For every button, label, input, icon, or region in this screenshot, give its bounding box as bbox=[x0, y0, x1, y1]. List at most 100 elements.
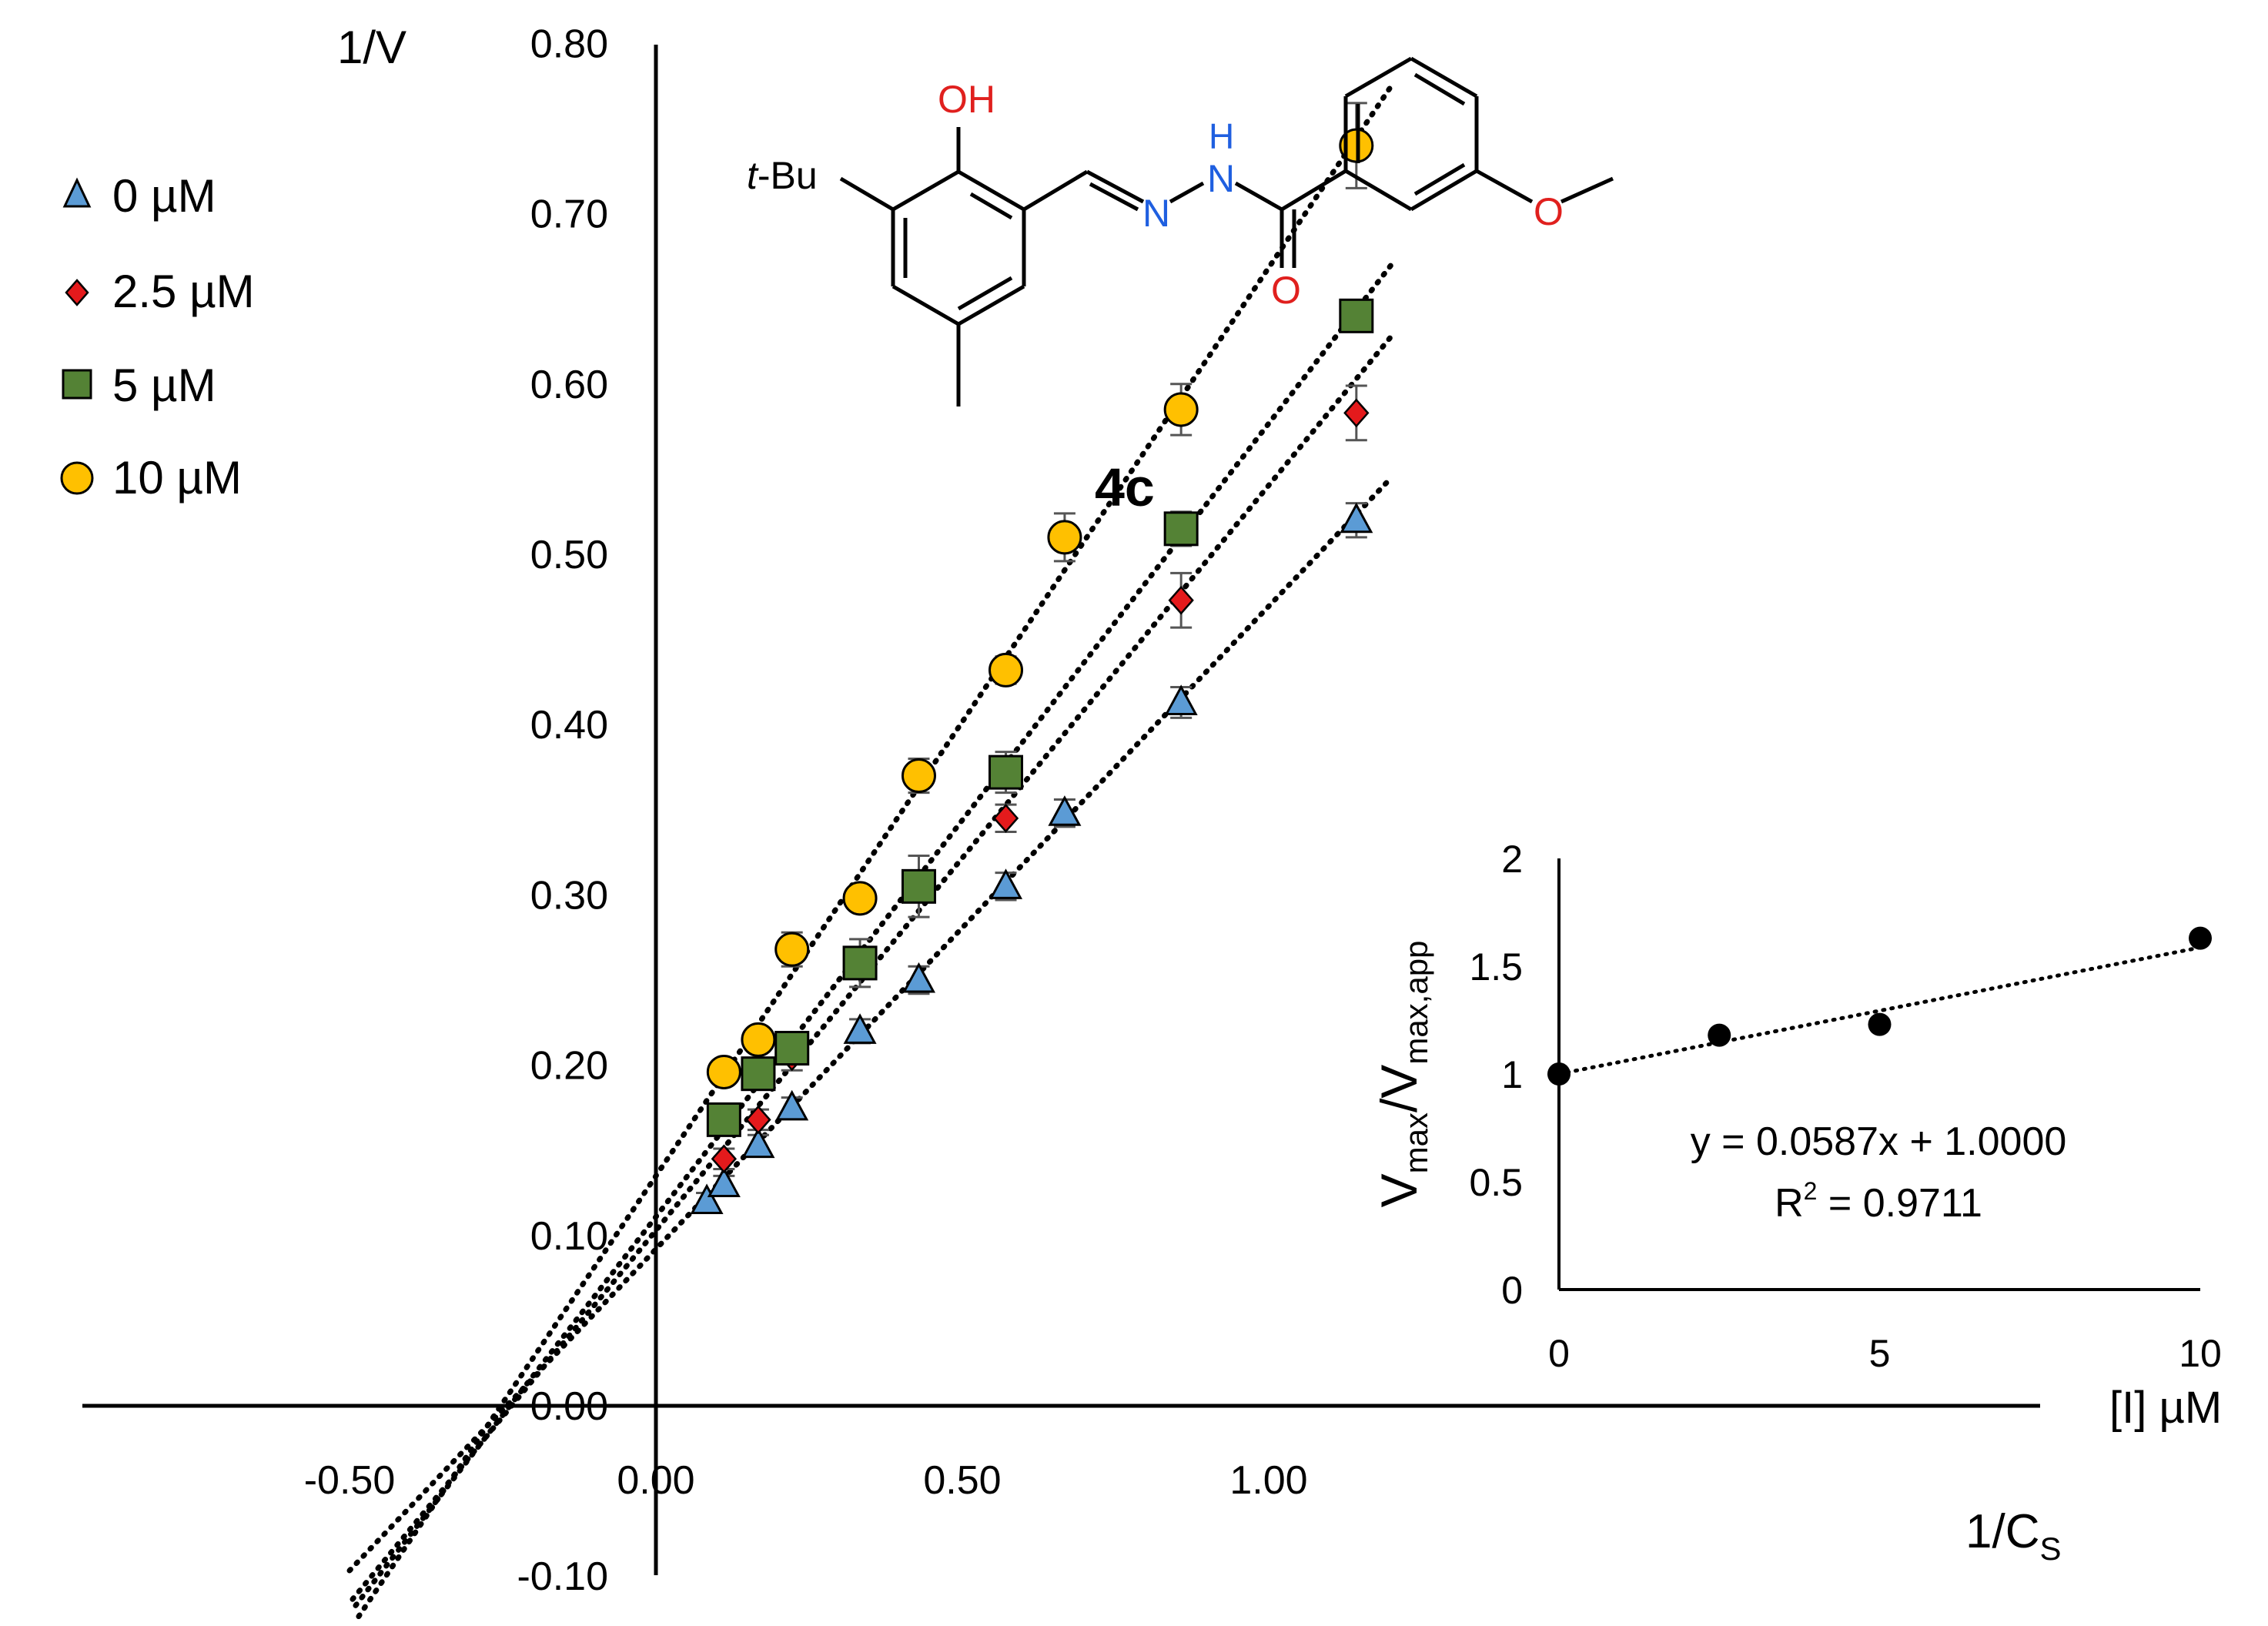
inset-data-point bbox=[1708, 1023, 1731, 1047]
oh-label: OH bbox=[938, 78, 995, 121]
data-point-0-m bbox=[1340, 502, 1373, 539]
marker-circle bbox=[988, 652, 1024, 688]
legend: 0 µM 2.5 µM 5 µM 10 µM bbox=[60, 170, 255, 504]
anisole-ring bbox=[1343, 56, 1479, 212]
marker-triangle bbox=[690, 1183, 724, 1215]
data-point-10-m bbox=[1047, 512, 1082, 563]
y-tick-label: 0.30 bbox=[530, 873, 608, 918]
data-point-5-m bbox=[842, 938, 878, 989]
data-point-5-m bbox=[774, 1030, 810, 1066]
data-point-10-m bbox=[774, 931, 810, 968]
inset-r-squared: R2 = 0.9711 bbox=[1775, 1177, 1982, 1226]
y-tick-label: 0.10 bbox=[530, 1214, 608, 1259]
marker-square bbox=[774, 1030, 810, 1066]
inset-x-tick-label: 0 bbox=[1548, 1332, 1570, 1375]
data-point-2-5-m bbox=[1343, 384, 1370, 442]
data-point-5-m bbox=[1339, 298, 1374, 333]
marker-circle bbox=[1047, 520, 1082, 555]
y-tick-label: -0.10 bbox=[517, 1554, 608, 1599]
data-point-2-5-m bbox=[992, 803, 1019, 834]
marker-circle bbox=[901, 758, 936, 794]
marker-square bbox=[1339, 298, 1374, 333]
inset-x-tick-label: 10 bbox=[2179, 1332, 2222, 1375]
inset-data-point bbox=[2189, 926, 2212, 950]
ch-bond bbox=[1022, 169, 1089, 212]
marker-triangle bbox=[902, 962, 936, 993]
tbu-bond bbox=[839, 176, 895, 212]
marker-diamond bbox=[745, 1105, 771, 1135]
legend-item-2-5uM: 2.5 µM bbox=[65, 266, 255, 317]
legend-marker-circle bbox=[60, 461, 94, 495]
marker-circle bbox=[774, 932, 810, 967]
inset-trend-line bbox=[1557, 945, 2203, 1076]
data-point-5-m bbox=[901, 855, 936, 918]
inset-data-point bbox=[1547, 1062, 1571, 1086]
marker-square bbox=[741, 1056, 776, 1092]
x-axis-title: 1/CS bbox=[1965, 1505, 2062, 1567]
data-point-0-m bbox=[1164, 684, 1198, 719]
hydrazone-nh-label: N bbox=[1207, 157, 1235, 200]
fit-line-10-m bbox=[356, 83, 1394, 1620]
y-tick-label: 0.70 bbox=[530, 192, 608, 237]
marker-circle bbox=[741, 1022, 776, 1057]
marker-diamond bbox=[711, 1144, 738, 1174]
y-tick-label: 0.40 bbox=[530, 703, 608, 748]
inset-y-tick-label: 0 bbox=[1501, 1269, 1523, 1312]
legend-marker-diamond bbox=[65, 279, 89, 306]
data-point-10-m bbox=[741, 1022, 776, 1057]
data-point-2-5-m bbox=[1168, 571, 1194, 629]
legend-label-5uM: 5 µM bbox=[112, 360, 216, 411]
marker-square bbox=[842, 945, 878, 981]
inset-data-point bbox=[1868, 1012, 1892, 1036]
marker-diamond bbox=[1168, 585, 1194, 615]
marker-square bbox=[706, 1102, 741, 1137]
fit-line-5-m bbox=[353, 262, 1394, 1608]
main-fit-lines bbox=[346, 83, 1394, 1620]
marker-square bbox=[988, 754, 1024, 790]
main-data-points bbox=[690, 102, 1374, 1215]
inset-y-tick-label: 0.5 bbox=[1469, 1161, 1523, 1204]
data-point-10-m bbox=[842, 881, 878, 916]
imine-double-bond-b bbox=[1089, 182, 1139, 212]
data-point-5-m bbox=[706, 1102, 741, 1137]
data-point-10-m bbox=[1163, 383, 1199, 437]
y-tick-label: 0.20 bbox=[530, 1044, 608, 1089]
inset-y-tick-label: 1 bbox=[1501, 1053, 1523, 1096]
legend-marker-triangle bbox=[62, 177, 92, 208]
structure-atom-labels: OH t-Bu H N N O O bbox=[747, 78, 1564, 312]
marker-triangle bbox=[741, 1127, 775, 1159]
c-aryl-bond bbox=[1280, 169, 1347, 212]
marker-triangle bbox=[1164, 684, 1198, 715]
marker-diamond bbox=[992, 803, 1019, 833]
y-tick-label: 0.80 bbox=[530, 22, 608, 66]
marker-circle bbox=[1163, 392, 1199, 427]
legend-item-5uM: 5 µM bbox=[62, 360, 216, 411]
inset-equation: y = 0.0587x + 1.0000 bbox=[1691, 1119, 2067, 1164]
marker-square bbox=[1163, 511, 1199, 547]
inset-y-tick-label: 1.5 bbox=[1469, 945, 1523, 989]
data-point-0-m bbox=[902, 962, 936, 995]
legend-label-2-5uM: 2.5 µM bbox=[112, 266, 255, 317]
carbonyl-o-label: O bbox=[1271, 269, 1301, 312]
data-point-0-m bbox=[843, 1013, 877, 1045]
data-point-10-m bbox=[706, 1054, 741, 1089]
data-point-0-m bbox=[741, 1127, 775, 1159]
data-point-0-m bbox=[707, 1166, 741, 1197]
marker-diamond bbox=[1343, 398, 1370, 428]
y-tick-label: 0.50 bbox=[530, 533, 608, 577]
legend-item-0uM: 0 µM bbox=[62, 170, 216, 222]
y-tick-label: 0.00 bbox=[530, 1384, 608, 1429]
marker-circle bbox=[842, 881, 878, 916]
data-point-2-5-m bbox=[745, 1105, 771, 1135]
x-tick-label: 1.00 bbox=[1229, 1458, 1307, 1503]
n-nh-bond bbox=[1169, 181, 1205, 204]
inset-data-points bbox=[1547, 926, 2212, 1086]
data-point-0-m bbox=[1048, 795, 1082, 828]
data-point-5-m bbox=[1163, 510, 1199, 547]
marker-triangle bbox=[843, 1013, 877, 1044]
aryl-o-bond bbox=[1475, 169, 1534, 204]
chemical-structure bbox=[839, 56, 1614, 406]
marker-triangle bbox=[1048, 795, 1082, 826]
tbu-label: t-Bu bbox=[747, 154, 818, 197]
legend-label-10uM: 10 µM bbox=[112, 452, 242, 504]
